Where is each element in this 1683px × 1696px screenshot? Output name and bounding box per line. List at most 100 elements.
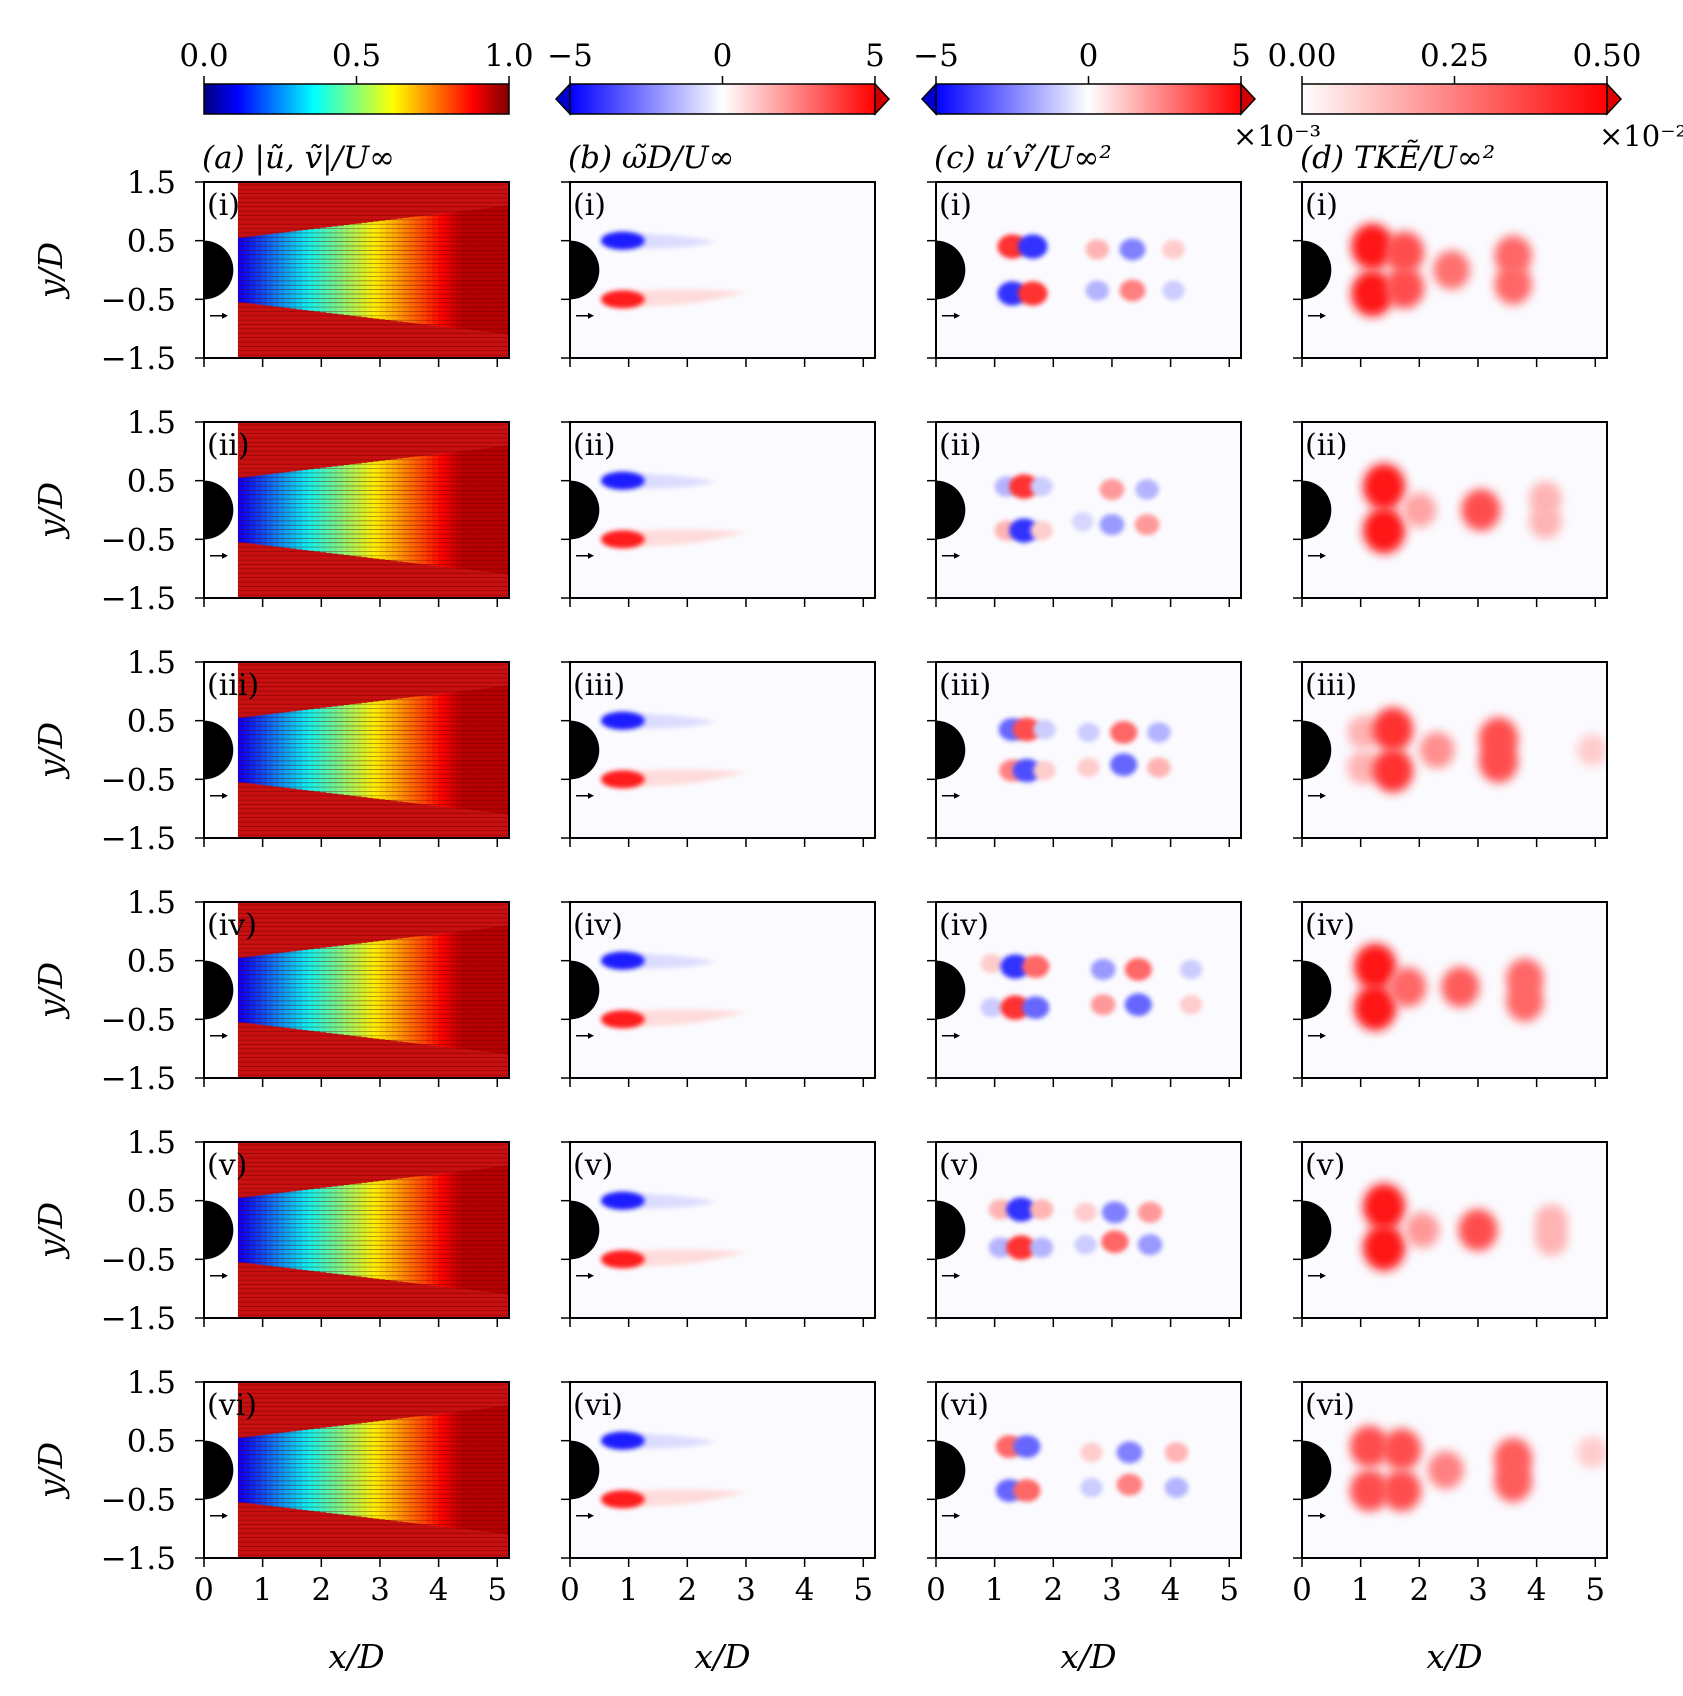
panel-c-3: (iii) bbox=[927, 661, 1242, 847]
wake-cell bbox=[331, 1186, 339, 1274]
wake-cell bbox=[438, 453, 446, 567]
wake-cell bbox=[485, 207, 493, 333]
wake-cell bbox=[272, 473, 280, 547]
reference-arrow-head bbox=[1320, 552, 1326, 559]
wake-cell bbox=[349, 464, 357, 556]
tke-blob bbox=[1385, 231, 1425, 274]
x-tick-label: 3 bbox=[1102, 1572, 1122, 1608]
tke-blob bbox=[1349, 1469, 1390, 1512]
wake-cell bbox=[467, 1410, 475, 1530]
wake-cell bbox=[491, 447, 499, 573]
column-title-a: (a) |ũ, ṽ|/U∞ bbox=[202, 140, 395, 176]
wake-cell bbox=[367, 1182, 375, 1278]
row-label: (i) bbox=[939, 188, 972, 223]
x-tick-label: 4 bbox=[795, 1572, 815, 1608]
x-tick-label: 5 bbox=[1219, 1572, 1239, 1608]
wake-cell bbox=[331, 946, 339, 1034]
wake-cell bbox=[402, 217, 410, 323]
wake-cell bbox=[284, 472, 292, 548]
wake-cell bbox=[491, 1167, 499, 1293]
wake-cell bbox=[255, 1435, 263, 1505]
axes-frame bbox=[1301, 1381, 1608, 1559]
stress-blob bbox=[1074, 1234, 1097, 1255]
wake-cell bbox=[367, 702, 375, 798]
wake-cell bbox=[243, 237, 251, 303]
wake-cell bbox=[396, 218, 404, 322]
axes-frame bbox=[935, 661, 1242, 839]
panel-b-2: (ii) bbox=[561, 421, 876, 607]
wake-cell bbox=[426, 1415, 434, 1525]
wake-cell bbox=[373, 1421, 381, 1519]
wake-cell bbox=[290, 231, 298, 309]
panel-c-2: (ii) bbox=[927, 421, 1242, 607]
stress-blob bbox=[1090, 958, 1116, 981]
tke-blob bbox=[1349, 1425, 1390, 1468]
wake-cell bbox=[455, 931, 463, 1049]
cylinder bbox=[1302, 960, 1332, 1020]
wake-cell bbox=[420, 695, 428, 805]
stress-blob bbox=[1017, 234, 1048, 259]
wake-cell bbox=[385, 460, 392, 560]
stress-blob bbox=[1101, 1201, 1128, 1224]
vorticity-shear-layer-lower bbox=[600, 1490, 645, 1509]
wake-cell bbox=[390, 459, 398, 561]
reference-arrow-head bbox=[222, 312, 228, 319]
x-axis-label: x/D bbox=[1060, 1637, 1116, 1676]
wake-cell bbox=[284, 232, 292, 308]
panel-background bbox=[570, 422, 875, 598]
stress-blob bbox=[1029, 1199, 1054, 1220]
axes-frame bbox=[935, 901, 1242, 1079]
row-label: (iv) bbox=[573, 908, 623, 943]
x-tick-label: 0 bbox=[560, 1572, 580, 1608]
reference-arrow-head bbox=[954, 312, 960, 319]
stress-blob bbox=[1135, 479, 1159, 500]
wake-cell bbox=[284, 1192, 292, 1268]
wake-cell bbox=[266, 474, 274, 546]
wake-cell bbox=[296, 1430, 304, 1510]
wake-cell bbox=[308, 1429, 316, 1511]
tke-blob bbox=[1372, 707, 1414, 752]
x-tick-label: 0 bbox=[926, 1572, 946, 1608]
vorticity-shear-layer-lower bbox=[600, 530, 645, 549]
wake-cell bbox=[361, 1422, 369, 1518]
stress-blob bbox=[1090, 994, 1116, 1016]
wake-cell bbox=[373, 1181, 381, 1279]
row-label: (vi) bbox=[207, 1388, 257, 1423]
stress-blob bbox=[988, 1199, 1013, 1220]
tke-blob bbox=[1419, 731, 1455, 769]
axes-frame bbox=[569, 1141, 876, 1319]
wake-cell bbox=[278, 1192, 286, 1268]
x-tick-label: 1 bbox=[253, 1572, 273, 1608]
axes-frame bbox=[203, 421, 510, 599]
wake-cell bbox=[308, 949, 316, 1031]
panel-field bbox=[204, 1142, 509, 1318]
reference-arrow-head bbox=[222, 1032, 228, 1039]
wake-cell bbox=[473, 929, 481, 1051]
wake-cell bbox=[420, 935, 428, 1045]
row-label: (iv) bbox=[1305, 908, 1355, 943]
wake-cell bbox=[497, 446, 505, 574]
wake-cell bbox=[361, 1182, 369, 1278]
stress-blob bbox=[1017, 281, 1048, 306]
panel-background bbox=[570, 1382, 875, 1558]
wake-cell bbox=[266, 954, 274, 1026]
wake-cell bbox=[284, 952, 292, 1028]
wake-cell bbox=[485, 1407, 493, 1533]
reference-arrow-head bbox=[1320, 1512, 1326, 1519]
cylinder bbox=[204, 1200, 234, 1260]
colorbar-tick-label: 0 bbox=[1079, 38, 1099, 74]
stress-blob bbox=[1009, 474, 1039, 499]
stress-blob bbox=[1077, 757, 1100, 778]
tke-blob bbox=[1362, 463, 1406, 510]
wake-cell bbox=[296, 470, 304, 550]
x-tick-label: 2 bbox=[677, 1572, 697, 1608]
wake-cell bbox=[503, 1405, 509, 1535]
colorbar-bar bbox=[935, 83, 1242, 115]
row-label: (iii) bbox=[573, 668, 625, 703]
reference-arrow-head bbox=[588, 312, 594, 319]
panel-background bbox=[936, 182, 1241, 358]
stress-blob bbox=[1033, 719, 1056, 740]
axes-frame bbox=[569, 901, 876, 1079]
wake-cell bbox=[308, 1189, 316, 1271]
axes-frame bbox=[935, 421, 1242, 599]
